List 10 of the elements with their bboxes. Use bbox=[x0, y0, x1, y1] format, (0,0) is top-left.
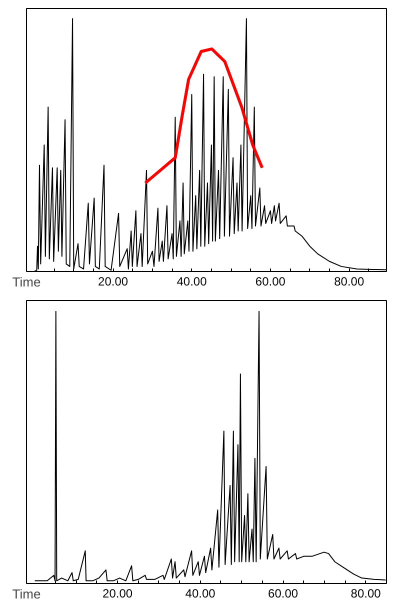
x-axis-title: Time bbox=[12, 274, 41, 290]
x-tick-label: 40.00 bbox=[176, 274, 208, 288]
x-tick-label: 80.00 bbox=[350, 586, 382, 600]
x-tick-label: 60.00 bbox=[255, 274, 286, 288]
x-tick-label: 40.00 bbox=[185, 586, 216, 600]
x-tick-label: 60.00 bbox=[268, 586, 298, 600]
x-tick-label: 20.00 bbox=[98, 274, 128, 288]
x-axis-title: Time bbox=[12, 586, 41, 602]
x-tick-label: 80.00 bbox=[334, 274, 364, 288]
x-tick-label: 20.00 bbox=[102, 586, 133, 600]
